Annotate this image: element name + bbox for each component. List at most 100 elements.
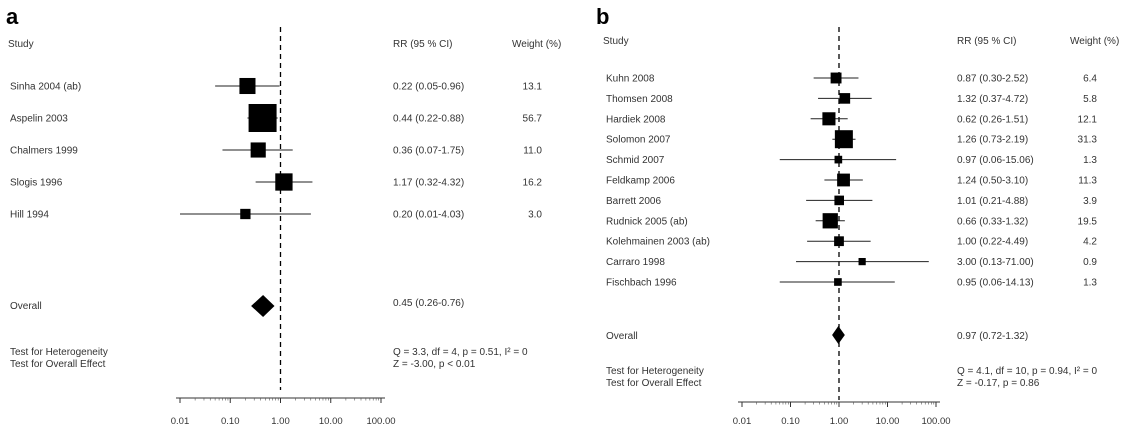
study-weight-b: 0.9 — [1083, 257, 1097, 268]
header-weight-b: Weight (%) — [1070, 36, 1119, 47]
study-ci-a: 1.17 (0.32-4.32) — [393, 178, 464, 189]
study-name-b: Rudnick 2005 (ab) — [606, 216, 688, 227]
overall-label-a: Overall — [10, 301, 42, 312]
point-estimate-box-b — [822, 213, 838, 229]
study-ci-b: 3.00 (0.13-71.00) — [957, 257, 1034, 268]
study-weight-b: 3.9 — [1083, 196, 1097, 207]
x-tick-label-a: 100.00 — [366, 416, 395, 427]
point-estimate-box-b — [830, 72, 842, 84]
study-ci-b: 1.32 (0.37-4.72) — [957, 94, 1028, 105]
heterogeneity-label-a: Test for Heterogeneity — [10, 347, 108, 358]
study-rows-b: Kuhn 2008 0.87 (0.30-2.52) 6.4 Thomsen 2008… — [606, 74, 1097, 289]
point-estimate-box-b — [834, 195, 845, 206]
point-estimate-box-a — [240, 208, 251, 220]
x-tick-label-b: 0.10 — [781, 416, 800, 427]
x-tick-label-b: 0.01 — [733, 416, 752, 427]
panel-label-a: a — [6, 4, 19, 29]
overall-ci-a: 0.45 (0.26-0.76) — [393, 298, 464, 309]
study-name-b: Barrett 2006 — [606, 196, 661, 207]
header-rr-a: RR (95 % CI) — [393, 39, 452, 50]
overall-effect-label-b: Test for Overall Effect — [606, 378, 702, 389]
study-name-a: Aspelin 2003 — [10, 114, 68, 125]
study-weight-b: 6.4 — [1083, 74, 1097, 85]
study-ci-a: 0.22 (0.05-0.96) — [393, 82, 464, 93]
point-estimate-box-a — [248, 104, 277, 132]
study-name-b: Carraro 1998 — [606, 257, 665, 268]
study-name-b: Kolehmainen 2003 (ab) — [606, 237, 710, 248]
study-ci-a: 0.36 (0.07-1.75) — [393, 146, 464, 157]
x-tick-label-b: 100.00 — [921, 416, 950, 427]
study-weight-b: 31.3 — [1078, 135, 1098, 146]
study-weight-b: 5.8 — [1083, 94, 1097, 105]
study-name-b: Kuhn 2008 — [606, 74, 655, 85]
study-weight-a: 13.1 — [523, 82, 543, 93]
overall-ci-b: 0.97 (0.72-1.32) — [957, 331, 1028, 342]
x-tick-label-a: 0.10 — [221, 416, 240, 427]
study-name-a: Slogis 1996 — [10, 178, 63, 189]
overall-diamond-a — [251, 295, 275, 317]
study-rows-a: Sinha 2004 (ab) 0.22 (0.05-0.96) 13.1 Aspel… — [10, 82, 542, 221]
heterogeneity-label-b: Test for Heterogeneity — [606, 366, 704, 377]
study-ci-b: 1.26 (0.73-2.19) — [957, 135, 1028, 146]
point-estimate-box-b — [837, 173, 850, 187]
overall-effect-label-a: Test for Overall Effect — [10, 359, 106, 370]
overall-diamond-b — [832, 326, 845, 344]
study-name-a: Hill 1994 — [10, 210, 49, 221]
x-tick-label-b: 1.00 — [830, 416, 849, 427]
plot-area-b: 0.01 0.10 1.00 10.00 100.00 — [733, 27, 951, 427]
point-estimate-box-a — [275, 173, 293, 191]
point-estimate-box-b — [834, 278, 842, 286]
header-rr-b: RR (95 % CI) — [957, 36, 1016, 47]
study-name-b: Thomsen 2008 — [606, 94, 673, 105]
x-tick-label-a: 1.00 — [271, 416, 290, 427]
study-ci-b: 0.95 (0.06-14.13) — [957, 278, 1034, 289]
study-weight-b: 19.5 — [1078, 216, 1098, 227]
study-name-b: Schmid 2007 — [606, 155, 665, 166]
study-weight-b: 12.1 — [1078, 114, 1098, 125]
study-weight-a: 56.7 — [523, 114, 543, 125]
study-weight-a: 11.0 — [523, 146, 542, 157]
study-name-b: Solomon 2007 — [606, 135, 671, 146]
point-estimate-box-b — [834, 155, 843, 164]
study-name-a: Sinha 2004 (ab) — [10, 82, 81, 93]
study-weight-b: 11.3 — [1078, 176, 1097, 187]
x-tick-label-a: 0.01 — [171, 416, 190, 427]
study-weight-a: 3.0 — [528, 210, 542, 221]
study-ci-a: 0.44 (0.22-0.88) — [393, 114, 464, 125]
heterogeneity-stats-b: Q = 4.1, df = 10, p = 0.94, I² = 0 — [957, 366, 1098, 377]
point-estimate-box-b — [834, 236, 844, 247]
study-ci-b: 1.24 (0.50-3.10) — [957, 176, 1028, 187]
study-ci-b: 0.97 (0.06-15.06) — [957, 155, 1034, 166]
study-name-b: Fischbach 1996 — [606, 278, 677, 289]
header-study-a: Study — [8, 39, 34, 50]
panel-label-b: b — [596, 4, 609, 29]
point-estimate-box-b — [839, 93, 851, 104]
study-weight-b: 1.3 — [1083, 278, 1097, 289]
heterogeneity-stats-a: Q = 3.3, df = 4, p = 0.51, I² = 0 — [393, 347, 528, 358]
study-ci-b: 1.00 (0.22-4.49) — [957, 237, 1028, 248]
study-ci-a: 0.20 (0.01-4.03) — [393, 210, 464, 221]
point-estimate-box-b — [834, 130, 853, 149]
x-tick-label-b: 10.00 — [876, 416, 900, 427]
point-estimate-box-b — [858, 257, 866, 266]
header-weight-a: Weight (%) — [512, 39, 561, 50]
overall-effect-stats-a: Z = -3.00, p < 0.01 — [393, 359, 476, 370]
header-study-b: Study — [603, 36, 629, 47]
plot-area-a: 0.01 0.10 1.00 10.00 100.00 — [171, 27, 396, 427]
study-weight-b: 1.3 — [1083, 155, 1097, 166]
study-ci-b: 0.66 (0.33-1.32) — [957, 216, 1028, 227]
point-estimate-box-a — [239, 77, 256, 95]
study-name-b: Hardiek 2008 — [606, 114, 666, 125]
study-ci-b: 1.01 (0.21-4.88) — [957, 196, 1028, 207]
point-estimate-box-b — [822, 112, 836, 126]
study-ci-b: 0.87 (0.30-2.52) — [957, 74, 1028, 85]
study-ci-b: 0.62 (0.26-1.51) — [957, 114, 1028, 125]
x-tick-label-a: 10.00 — [319, 416, 343, 427]
overall-label-b: Overall — [606, 331, 638, 342]
forest-panel-b: b Study RR (95 % CI) Weight (%) Kuhn 200… — [596, 4, 1119, 427]
forest-panel-a: a Study RR (95 % CI) Weight (%) Sinha 20… — [6, 4, 561, 427]
study-weight-b: 4.2 — [1083, 237, 1097, 248]
study-weight-a: 16.2 — [523, 178, 543, 189]
study-name-a: Chalmers 1999 — [10, 146, 78, 157]
